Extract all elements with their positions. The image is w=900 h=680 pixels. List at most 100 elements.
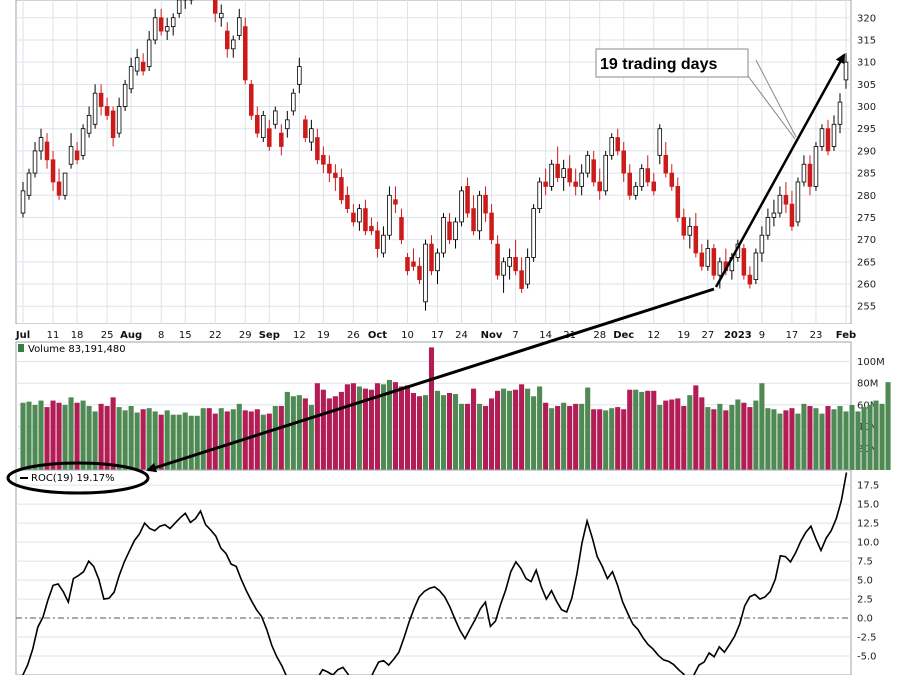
date-tick-label: 18 [71, 330, 84, 341]
candle-body [513, 257, 518, 272]
volume-bar [717, 403, 723, 470]
volume-bar [266, 413, 272, 470]
candle-body [567, 168, 572, 183]
volume-bar [392, 382, 399, 470]
volume-bar [753, 400, 759, 470]
price-tick-label: 300 [857, 102, 876, 113]
volume-bar [513, 389, 519, 470]
volume-bar [765, 408, 771, 470]
volume-bar [272, 406, 278, 470]
volume-bar [284, 391, 290, 470]
date-tick-label: 7 [512, 330, 518, 341]
volume-bar [627, 389, 633, 470]
candle-body [243, 26, 248, 81]
roc-pointer-arrow [146, 287, 715, 473]
volume-bar [254, 409, 260, 470]
candle-body [573, 181, 578, 187]
candle-body [639, 168, 645, 187]
volume-bar [314, 383, 320, 470]
roc-tick-label: 12.5 [857, 519, 879, 530]
volume-bar [657, 404, 663, 470]
candle-body [771, 212, 777, 218]
volume-bar [128, 406, 134, 470]
date-tick-label: Oct [368, 330, 387, 341]
candle-body [471, 208, 476, 232]
candle-body [579, 172, 584, 187]
candle-body [122, 83, 128, 107]
date-tick-label: Nov [481, 330, 503, 341]
volume-bar [374, 383, 380, 470]
volume-bar [230, 409, 236, 470]
candle-body [651, 181, 657, 192]
candle-body [459, 190, 464, 223]
volume-bar [819, 413, 825, 470]
date-tick-label: 10 [401, 330, 414, 341]
date-tick-label: 9 [759, 330, 765, 341]
date-tick-label: 17 [786, 330, 799, 341]
volume-bar [98, 403, 104, 470]
candle-body [98, 92, 104, 107]
volume-bar [44, 407, 50, 470]
volume-bar [855, 411, 861, 470]
volume-bar [699, 397, 705, 470]
volume-bar [158, 414, 164, 470]
volume-bar [26, 401, 32, 470]
volume-bar [693, 385, 699, 470]
volume-bar [525, 388, 531, 470]
callout-leader-line-2 [755, 59, 797, 138]
candle-body [645, 168, 651, 183]
candle-body [357, 208, 362, 223]
candle-body [501, 261, 506, 276]
candle-body [56, 181, 62, 196]
volume-bar [170, 414, 176, 470]
volume-bar [621, 409, 627, 470]
candle-body [44, 141, 50, 161]
volume-bar [278, 406, 284, 470]
volume-bar [807, 406, 813, 470]
volume-tick-label: 100M [857, 357, 885, 368]
candle-body [633, 186, 639, 196]
candle-body [134, 57, 140, 72]
date-tick-label: Feb [836, 330, 856, 341]
volume-bar [495, 390, 501, 470]
volume-bar [477, 403, 483, 470]
date-axis-band [0, 324, 900, 342]
candle-body [669, 172, 675, 187]
candle-body [237, 17, 242, 36]
date-tick-label: 27 [701, 330, 714, 341]
volume-bar [260, 414, 266, 470]
candle-body [315, 137, 320, 161]
candle-body [249, 83, 254, 116]
volume-bar [705, 407, 711, 470]
candle-body [327, 163, 332, 174]
volume-bar [92, 411, 98, 470]
volume-bar [867, 404, 873, 470]
volume-bar [483, 406, 489, 470]
volume-bar [615, 407, 621, 470]
date-tick-label: 11 [47, 330, 60, 341]
candle-body [825, 128, 831, 152]
candle-body [26, 172, 32, 196]
candle-body [795, 181, 801, 223]
roc-tick-label: 17.5 [857, 481, 879, 492]
candle-body [789, 203, 795, 227]
volume-bar [410, 392, 417, 470]
candle-body [801, 163, 807, 183]
price-tick-label: 310 [857, 58, 876, 69]
volume-bar [567, 406, 573, 470]
candle-body [345, 194, 350, 210]
date-tick-label: 8 [158, 330, 164, 341]
volume-bar [20, 402, 26, 470]
volume-bar [873, 400, 879, 470]
date-tick-label: 24 [455, 330, 468, 341]
volume-bar [86, 406, 92, 470]
date-tick-label: Aug [120, 330, 142, 341]
candle-body [435, 252, 440, 272]
candle-body [411, 261, 416, 267]
candle-body [38, 137, 44, 152]
volume-bar [813, 408, 819, 470]
roc-tick-label: 7.5 [857, 557, 873, 568]
candle-body [224, 30, 230, 50]
candle-body [158, 17, 164, 32]
